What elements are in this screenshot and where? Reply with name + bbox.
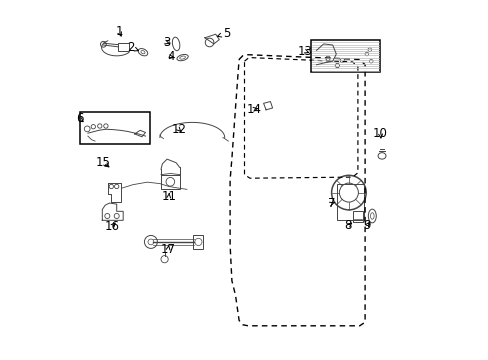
Text: 15: 15 [96,156,111,169]
Text: 17: 17 [161,243,175,256]
Text: 6: 6 [76,112,83,125]
Text: 9: 9 [363,219,370,232]
Text: 4: 4 [166,50,174,63]
Text: 3: 3 [163,36,170,49]
Text: 8: 8 [344,219,351,232]
Text: 7: 7 [327,197,335,210]
Text: 10: 10 [372,127,387,140]
Text: 14: 14 [246,103,262,116]
Text: 13: 13 [297,45,312,58]
Text: 16: 16 [104,220,120,233]
Text: 2: 2 [127,41,138,54]
Text: 1: 1 [115,25,122,38]
Text: 11: 11 [161,190,176,203]
Text: 12: 12 [171,123,186,136]
Text: 5: 5 [217,27,230,40]
